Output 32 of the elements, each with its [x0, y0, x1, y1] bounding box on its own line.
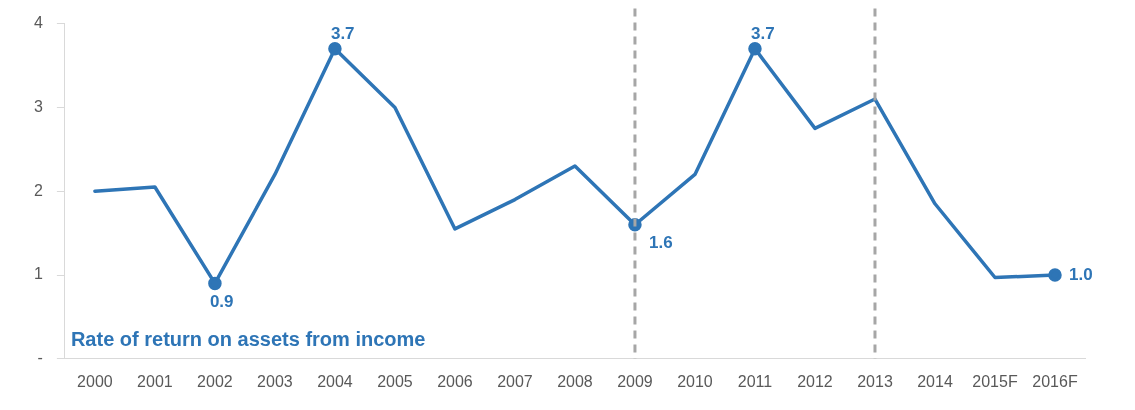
x-tick-label: 2015F: [972, 372, 1018, 390]
x-tick-label: 2005: [377, 372, 413, 390]
x-tick-label: 2001: [137, 372, 173, 390]
x-tick-label: 2007: [497, 372, 533, 390]
point: [748, 41, 762, 56]
data-label: 3.7: [330, 23, 355, 43]
y-tick-label: 4: [33, 14, 43, 32]
point: [1048, 268, 1062, 282]
x-tick-label: 2002: [197, 372, 233, 390]
data-label: 3.7: [750, 23, 775, 43]
x-tick-label: 2006: [437, 372, 473, 390]
y-tick-label: 3: [33, 97, 43, 115]
x-tick-label: 2011: [737, 372, 773, 390]
data-label: 0.9: [209, 291, 234, 311]
y-tick-label: -: [37, 349, 43, 367]
x-tick-label: 2003: [257, 372, 293, 390]
text: Rate of return on assets from income: [70, 328, 426, 351]
x-tick-label: 2000: [77, 372, 113, 390]
x-tick-label: 2010: [677, 372, 713, 390]
point: [208, 276, 222, 291]
x-tick-label: 2016F: [1032, 372, 1078, 390]
data-label: 1.0: [1069, 264, 1093, 284]
x-tick-label: 2014: [917, 372, 953, 390]
x-tick-label: 2008: [557, 372, 593, 390]
x-tick-label: 2004: [317, 372, 353, 390]
x-tick-label: 2013: [857, 372, 893, 390]
x-tick-label: 2012: [797, 372, 833, 390]
y-tick-label: 1: [33, 265, 43, 283]
x-tick-label: 2009: [617, 372, 653, 390]
data-label: 1.6: [648, 232, 673, 252]
y-tick-label: 2: [33, 181, 43, 199]
point: [328, 41, 342, 56]
